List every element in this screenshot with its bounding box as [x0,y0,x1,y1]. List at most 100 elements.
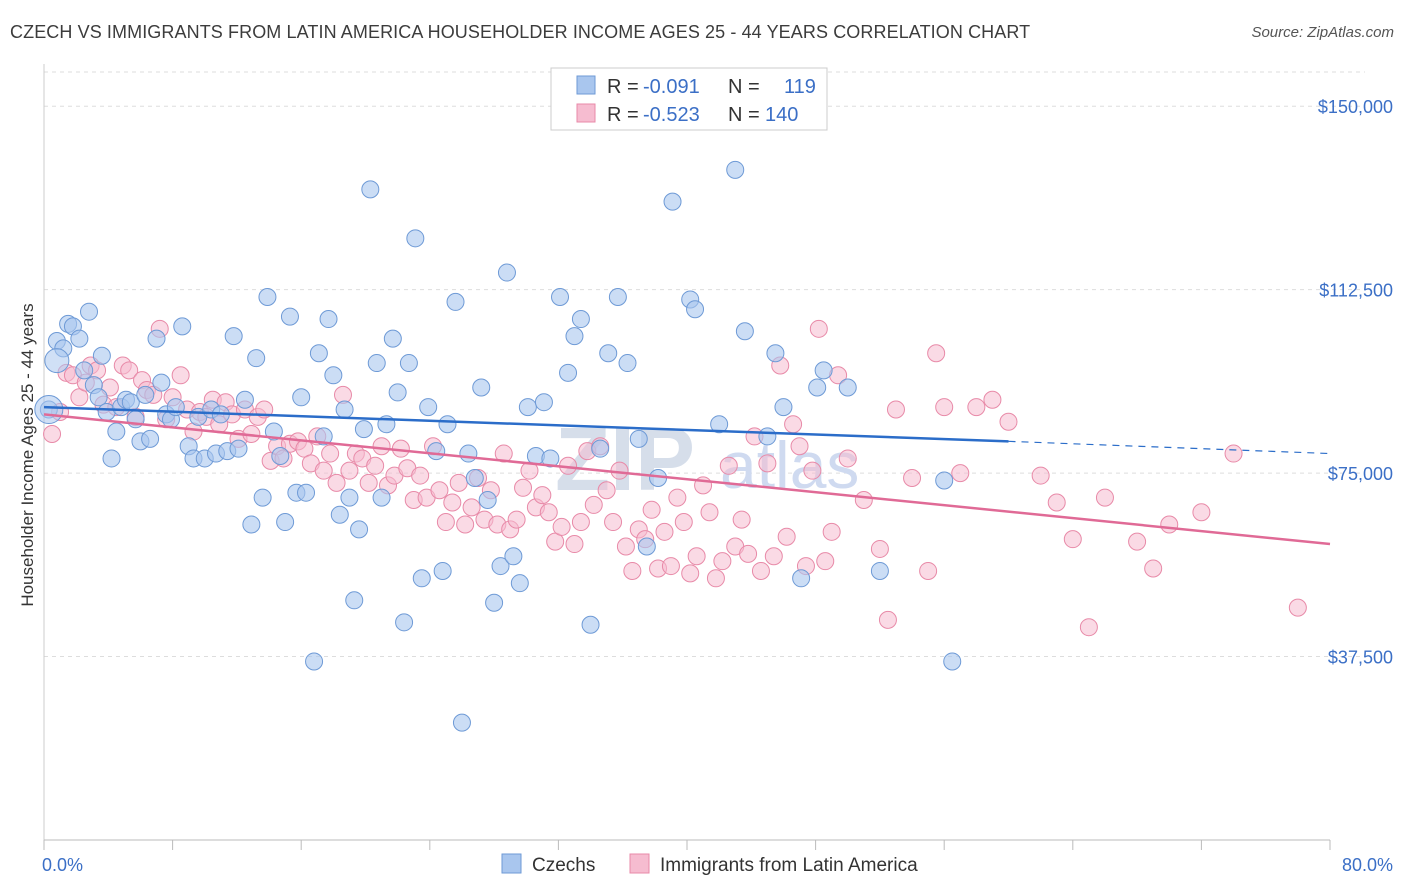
latin-point [668,488,687,507]
latin-point [507,510,526,529]
series-czech-points [34,160,962,732]
latin-point [604,513,623,532]
czech-point [258,288,277,307]
czech-point [34,395,64,425]
czech-point [943,652,962,671]
latin-point [790,437,809,456]
latin-point [854,491,873,510]
czech-point [774,398,793,417]
czech-point [395,613,414,632]
legend-czech-n-label: N = [728,76,760,98]
czech-point [330,505,349,524]
czech-point [247,349,266,368]
czech-point [935,471,954,490]
y-tick-label: $75,000 [1328,464,1393,484]
axes [43,64,1331,850]
latin-point [681,564,700,583]
czech-point [147,329,166,348]
latin-point [706,569,725,588]
latin-point [967,398,986,417]
czech-point [565,327,584,346]
czech-point [491,557,510,576]
latin-point [436,513,455,532]
czech-point [70,329,89,348]
czech-point [591,439,610,458]
latin-point [816,552,835,571]
latin-point [886,400,905,419]
x-tick-label: 0.0% [42,855,83,875]
czech-point [361,180,380,199]
czech-point [280,307,299,326]
czech-point [345,591,364,610]
latin-point [764,547,783,566]
czech-point [319,310,338,329]
x-tick-labels: 0.0% 80.0% [42,855,1393,875]
latin-point [784,415,803,434]
latin-point [314,461,333,480]
latin-point [327,473,346,492]
czech-point [412,569,431,588]
czech-point [608,288,627,307]
latin-point [171,366,190,385]
czech-point [92,346,111,365]
watermark-atlas: atlas [720,428,859,502]
latin-point [719,456,738,475]
czech-point [534,393,553,412]
czech-point [335,400,354,419]
czech-trend-extension [1008,440,1331,455]
czech-point [478,491,497,510]
latin-point [803,461,822,480]
czech-point [808,378,827,397]
latin-point [120,361,139,380]
czech-point [518,398,537,417]
latin-point [1079,618,1098,637]
czech-point [710,415,729,434]
czech-point [350,520,369,539]
czech-point [253,488,272,507]
latin-point [809,319,828,338]
czech-point [870,561,889,580]
latin-point [462,498,481,517]
latin-point [430,481,449,500]
czech-point [173,317,192,336]
latin-point [999,412,1018,431]
latin-point [533,486,552,505]
czech-point [44,348,70,374]
legend-box [550,67,828,131]
latin-point [751,561,770,580]
latin-point [597,481,616,500]
latin-point [372,437,391,456]
latin-point [935,398,954,417]
czech-point [465,469,484,488]
latin-point [642,500,661,519]
latin-point [1031,466,1050,485]
y-tick-labels: $37,500 $75,000 $112,500 $150,000 [1318,97,1393,667]
legend-latin-r-label: R = [607,104,639,126]
latin-point [1192,503,1211,522]
czech-point [372,488,391,507]
czech-point [599,344,618,363]
czech-point [838,378,857,397]
czech-point [472,378,491,397]
latin-point [700,503,719,522]
czech-point [264,422,283,441]
legend: R = -0.091 N = 119 R = -0.523 N = 140 [550,67,828,131]
y-tick-label: $112,500 [1319,281,1393,301]
latin-point [321,444,340,463]
czech-point [297,483,316,502]
latin-point [870,539,889,558]
legend-latin-swatch [576,103,596,123]
czech-point [485,593,504,612]
legend-czech-r-value: -0.091 [643,76,700,98]
latin-point [1128,532,1147,551]
latin-point [739,544,758,563]
czech-point [735,322,754,341]
legend-latin-r-value: -0.523 [643,104,700,126]
czech-point [141,429,160,448]
latin-point [366,456,385,475]
latin-point [983,390,1002,409]
latin-point [456,515,475,534]
latin-point [1095,488,1114,507]
x-tick-label: 80.0% [1342,855,1393,875]
